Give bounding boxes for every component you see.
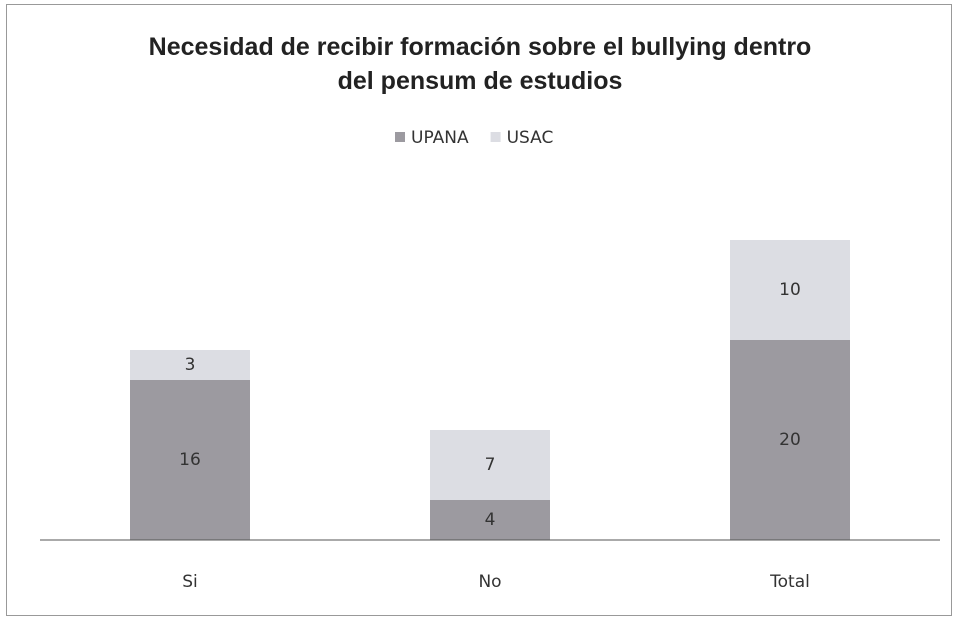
- bar-segment: [130, 380, 250, 540]
- x-tick-label: No: [478, 572, 501, 592]
- legend-swatch: [490, 132, 501, 142]
- x-tick-label: Si: [182, 572, 198, 592]
- data-label: 7: [485, 455, 496, 475]
- legend-label: UPANA: [411, 128, 469, 148]
- legend-label: USAC: [507, 128, 554, 148]
- bar-segment: [430, 500, 550, 540]
- bar-segment: [430, 430, 550, 500]
- data-label: 10: [779, 280, 801, 300]
- data-label: 3: [185, 355, 196, 375]
- data-label: 16: [179, 450, 201, 470]
- bar-segment: [730, 340, 850, 540]
- legend-swatch: [395, 132, 405, 142]
- data-label: 4: [485, 510, 496, 530]
- x-tick-label: Total: [769, 572, 810, 592]
- bar-segment: [130, 350, 250, 380]
- chart-title: Necesidad de recibir formación sobre el …: [148, 33, 812, 95]
- data-label: 20: [779, 430, 801, 450]
- bar-segment: [730, 240, 850, 340]
- chart-frame: [6, 4, 952, 616]
